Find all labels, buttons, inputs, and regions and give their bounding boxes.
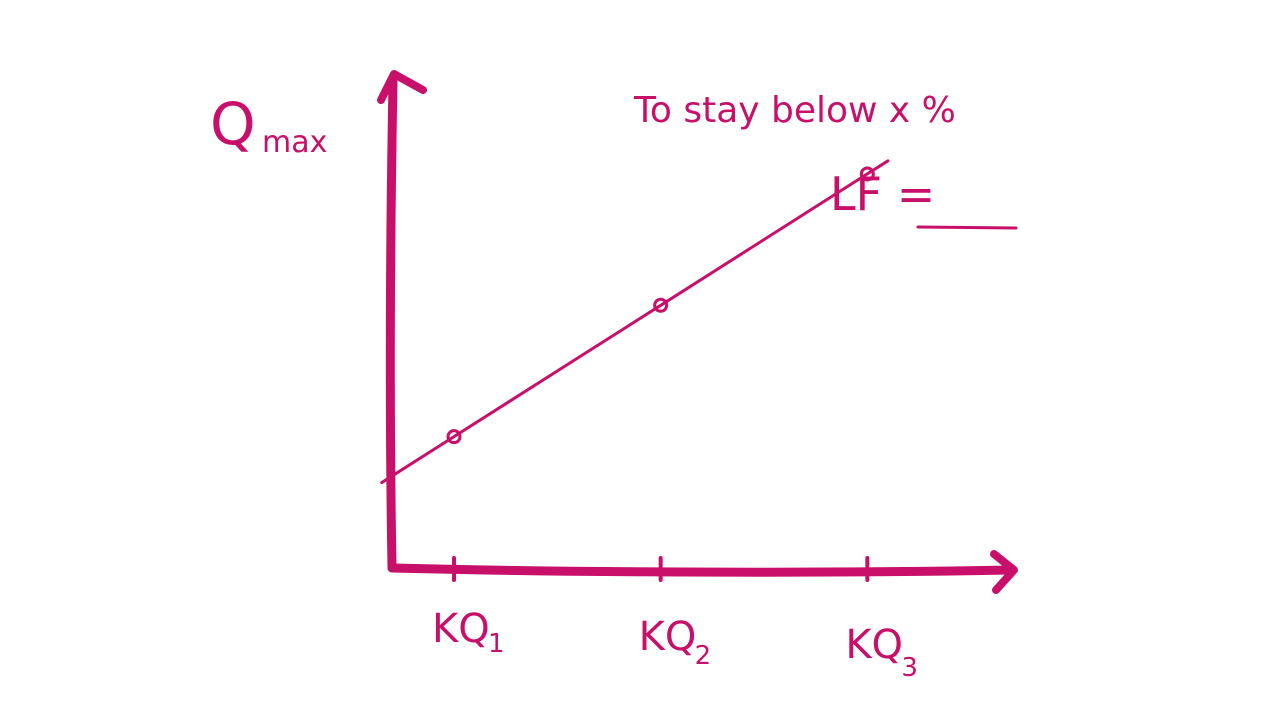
annotation-lf-blank (916, 225, 1018, 230)
data-point (446, 429, 462, 445)
x-axis (387, 563, 1017, 577)
x-tick-label: KQ1 (432, 606, 505, 659)
x-axis-arrowhead (990, 550, 1018, 594)
data-point (653, 297, 669, 313)
annotation-lf-label: LF = (830, 167, 935, 221)
y-axis-label: Q max (210, 90, 327, 160)
y-axis-arrowhead (377, 70, 427, 104)
y-axis (385, 77, 398, 573)
x-tick-label: KQ3 (845, 622, 918, 683)
x-tick-label: KQ2 (639, 614, 712, 671)
annotation-note: To stay below x % (633, 90, 956, 131)
series-line (380, 159, 890, 485)
data-point (859, 166, 875, 182)
